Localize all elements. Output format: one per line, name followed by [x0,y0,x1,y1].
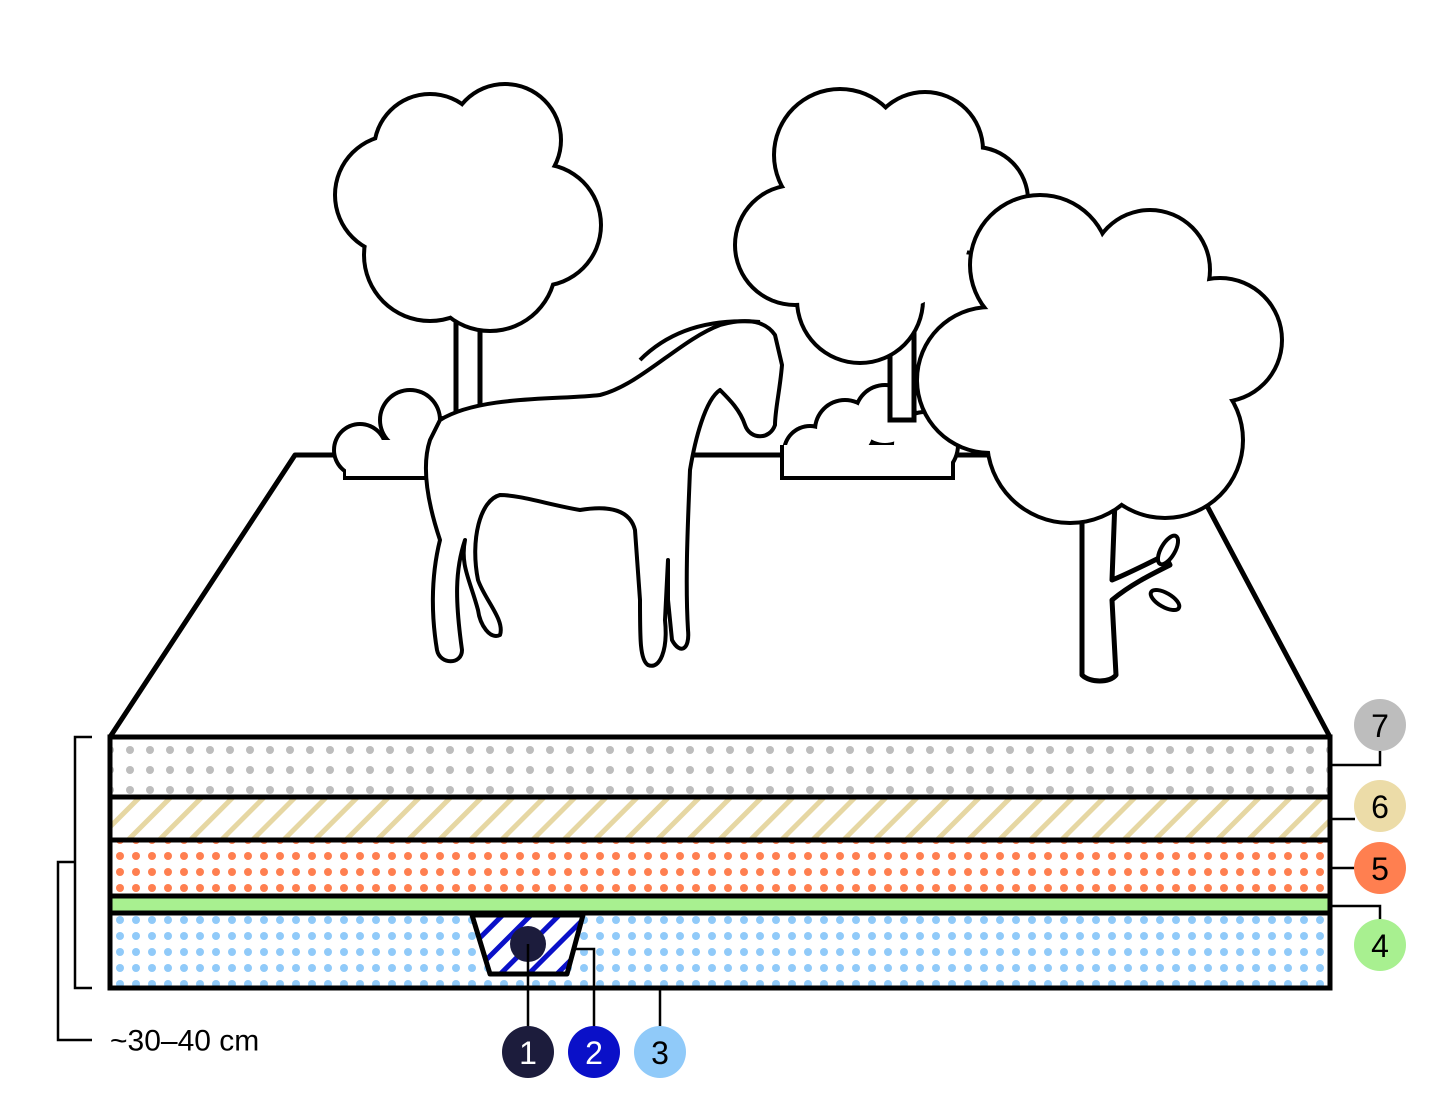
tree-icon [733,87,1030,423]
tree-icon [333,82,603,463]
layer-6 [107,794,1333,843]
marker-number: 2 [585,1035,603,1071]
marker-5: 5 [1354,842,1406,894]
layer-7 [107,734,1333,800]
layer-3 [107,910,1333,991]
marker-circle [634,1026,686,1078]
marker-1: 1 [502,1026,554,1078]
layer-4 [107,893,1333,916]
marker-circle [1354,842,1406,894]
marker-number: 1 [519,1035,537,1071]
marker-circle [1354,780,1406,832]
marker-circle [568,1026,620,1078]
marker-number: 3 [651,1035,669,1071]
marker-4: 4 [1354,919,1406,971]
depth-label: ~30–40 cm [110,1025,259,1058]
marker-7: 7 [1354,699,1406,751]
tree-icon [915,193,1284,684]
horse-icon [423,319,784,668]
marker-circle [1354,919,1406,971]
layer-5 [107,837,1333,899]
marker-3: 3 [634,1026,686,1078]
marker-6: 6 [1354,780,1406,832]
marker-circle [1354,699,1406,751]
marker-circle [502,1026,554,1078]
marker-number: 7 [1371,708,1389,744]
leader-lines [56,735,1382,1042]
horse-mane [638,319,761,362]
marker-number: 4 [1371,928,1389,964]
marker-2: 2 [568,1026,620,1078]
marker-number: 6 [1371,789,1389,825]
marker-number: 5 [1371,851,1389,887]
